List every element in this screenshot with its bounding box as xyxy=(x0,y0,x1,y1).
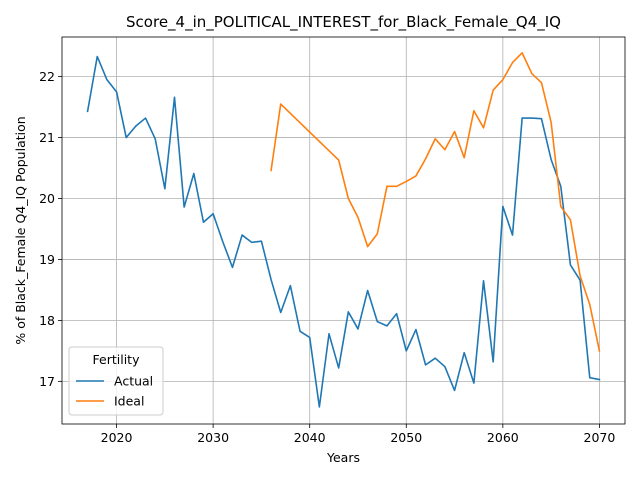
y-tick-label: 17 xyxy=(39,374,55,389)
x-axis-title: Years xyxy=(326,450,360,465)
x-tick-label: 2040 xyxy=(294,430,326,445)
x-tick-label: 2050 xyxy=(390,430,422,445)
series-layer xyxy=(86,52,601,408)
x-tick-label: 2070 xyxy=(584,430,616,445)
series-line-ideal xyxy=(270,52,601,352)
legend-title: Fertility xyxy=(93,352,141,367)
y-tick-label: 20 xyxy=(39,191,55,206)
y-tick-label: 21 xyxy=(39,130,55,145)
plot-frame xyxy=(61,36,626,425)
y-tick-label: 18 xyxy=(39,313,55,328)
chart-title: Score_4_in_POLITICAL_INTEREST_for_Black_… xyxy=(126,13,561,32)
legend-label-ideal: Ideal xyxy=(114,394,144,409)
y-tick-label: 19 xyxy=(39,252,55,267)
series-line-actual xyxy=(86,55,601,408)
y-axis-title: % of Black_Female Q4_IQ Population xyxy=(13,116,28,344)
x-tick-label: 2030 xyxy=(197,430,229,445)
legend-label-actual: Actual xyxy=(114,374,153,389)
x-tick-label: 2060 xyxy=(487,430,519,445)
y-tick-label: 22 xyxy=(39,69,55,84)
y-axis: 17 18 19 20 21 22 xyxy=(39,69,62,389)
gridlines xyxy=(62,37,625,424)
legend-box xyxy=(68,346,164,416)
x-tick-label: 2020 xyxy=(101,430,133,445)
legend: Fertility Actual Ideal xyxy=(68,346,164,416)
x-axis: 2020 2030 2040 2050 2060 2070 xyxy=(101,424,616,445)
